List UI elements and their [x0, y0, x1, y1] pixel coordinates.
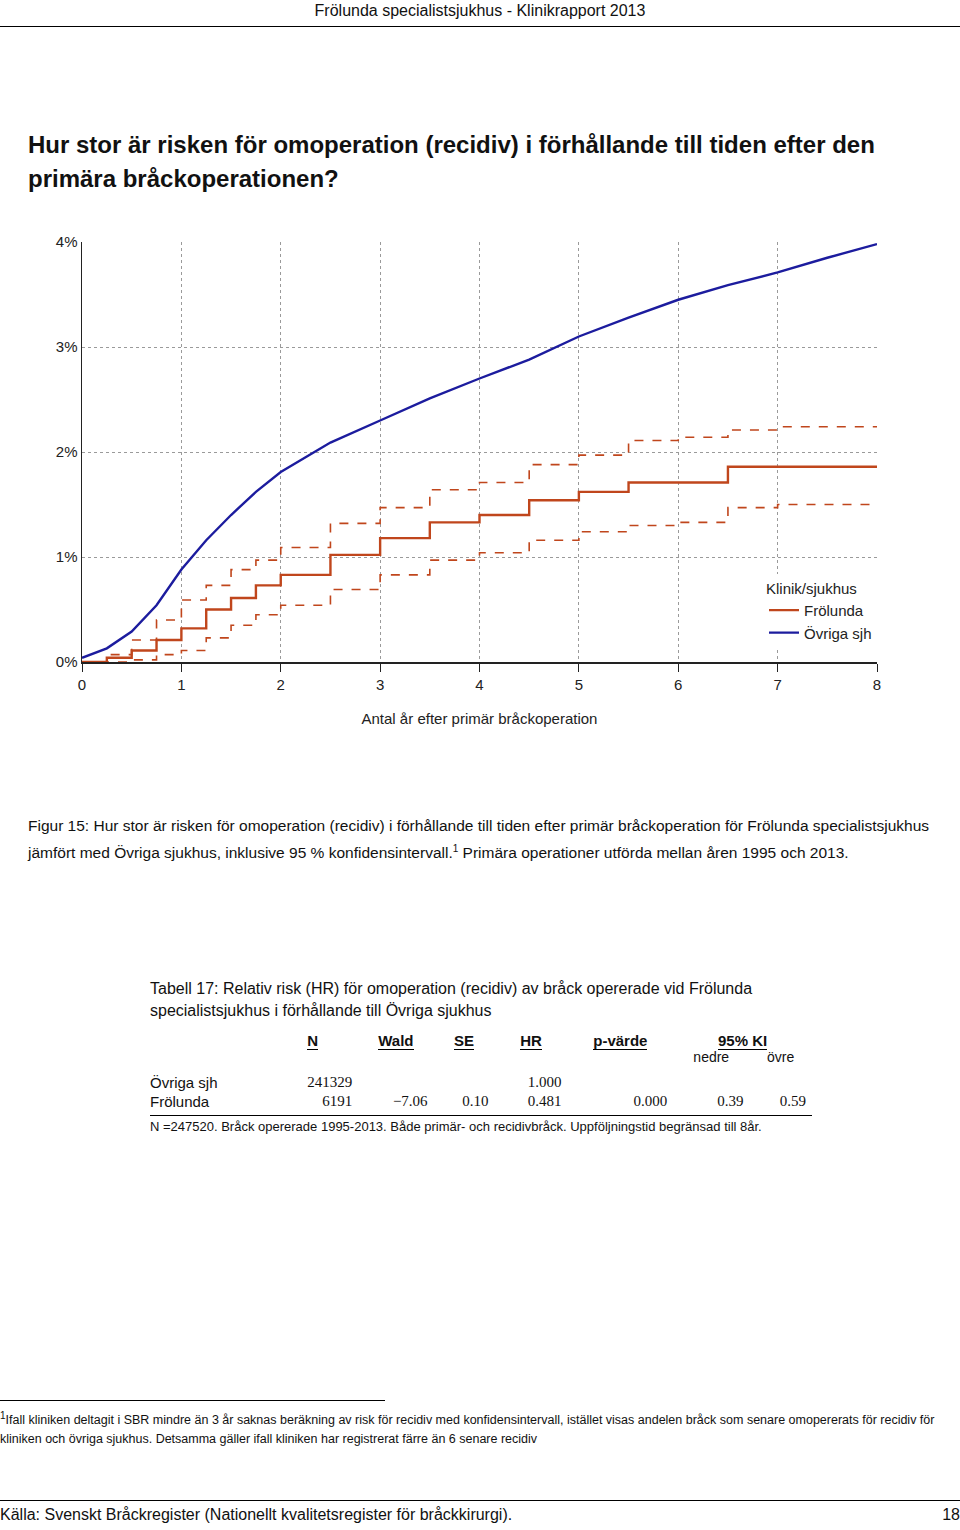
svg-text:6: 6 — [674, 676, 682, 693]
html-text:0.59: 0.59 — [779, 1093, 806, 1109]
html-text:0.481: 0.481 — [527, 1093, 562, 1109]
svg-text:0: 0 — [78, 676, 86, 693]
svg-text:8: 8 — [873, 676, 881, 693]
svg-text:0%: 0% — [56, 653, 78, 670]
html-text:0.000: 0.000 — [633, 1093, 668, 1109]
svg-text:2: 2 — [277, 676, 285, 693]
html-text:Frölunda: Frölunda — [150, 1093, 210, 1110]
svg-text:4: 4 — [475, 676, 483, 693]
html-text:18: 18 — [942, 1506, 960, 1523]
html-text:95% KI: 95% KI — [718, 1032, 768, 1049]
html-text:1.000: 1.000 — [527, 1074, 562, 1090]
html-text:0.39: 0.39 — [717, 1093, 744, 1109]
html-text:Övriga sjh: Övriga sjh — [150, 1074, 218, 1091]
html-text:−7.06: −7.06 — [392, 1093, 428, 1109]
svg-text:7: 7 — [773, 676, 781, 693]
html-text:Tabell 17: Relativ risk (HR) f: Tabell 17: Relativ risk (HR) för omopera… — [150, 980, 752, 1019]
html-text:Wald: Wald — [378, 1032, 414, 1049]
html-text:HR: HR — [520, 1032, 542, 1049]
svg-text:3: 3 — [376, 676, 384, 693]
html-text:241329: 241329 — [307, 1074, 353, 1090]
html-text:SE: SE — [454, 1032, 475, 1049]
svg-text:1%: 1% — [56, 548, 78, 565]
html-text:N: N — [307, 1032, 319, 1049]
html-text:Figur 15: Hur stor är risken f: Figur 15: Hur stor är risken för omopera… — [28, 817, 930, 862]
html-text:Källa: Svenskt Bråckregister (: Källa: Svenskt Bråckregister (Nationellt… — [0, 1506, 513, 1523]
html-text:Frölunda specialistsjukhus - K: Frölunda specialistsjukhus - Klinikrappo… — [314, 2, 646, 19]
svg-text:Klinik/sjukhus: Klinik/sjukhus — [766, 580, 857, 597]
html-text:6191: 6191 — [322, 1093, 353, 1109]
html-text:p-värde: p-värde — [593, 1032, 648, 1049]
html-text:1Ifall kliniken deltagit i SBR: 1Ifall kliniken deltagit i SBR mindre än… — [0, 1410, 935, 1447]
html-text:0.10: 0.10 — [462, 1093, 489, 1109]
svg-text:Övriga sjh: Övriga sjh — [804, 625, 872, 642]
svg-text:4%: 4% — [56, 233, 78, 250]
svg-text:3%: 3% — [56, 338, 78, 355]
svg-text:Frölunda: Frölunda — [804, 602, 864, 619]
html-text:Hur stor är risken för omopera: Hur stor är risken för omoperation (reci… — [28, 131, 875, 192]
svg-text:2%: 2% — [56, 443, 78, 460]
html-text:övre: övre — [767, 1049, 795, 1065]
svg-text:Antal år efter primär bråckope: Antal år efter primär bråckoperation — [362, 710, 598, 727]
html-text:N =247520. Bråck opererade 199: N =247520. Bråck opererade 1995-2013. Bå… — [150, 1119, 762, 1134]
svg-text:1: 1 — [177, 676, 185, 693]
html-text:nedre: nedre — [693, 1049, 730, 1065]
svg-text:5: 5 — [575, 676, 583, 693]
